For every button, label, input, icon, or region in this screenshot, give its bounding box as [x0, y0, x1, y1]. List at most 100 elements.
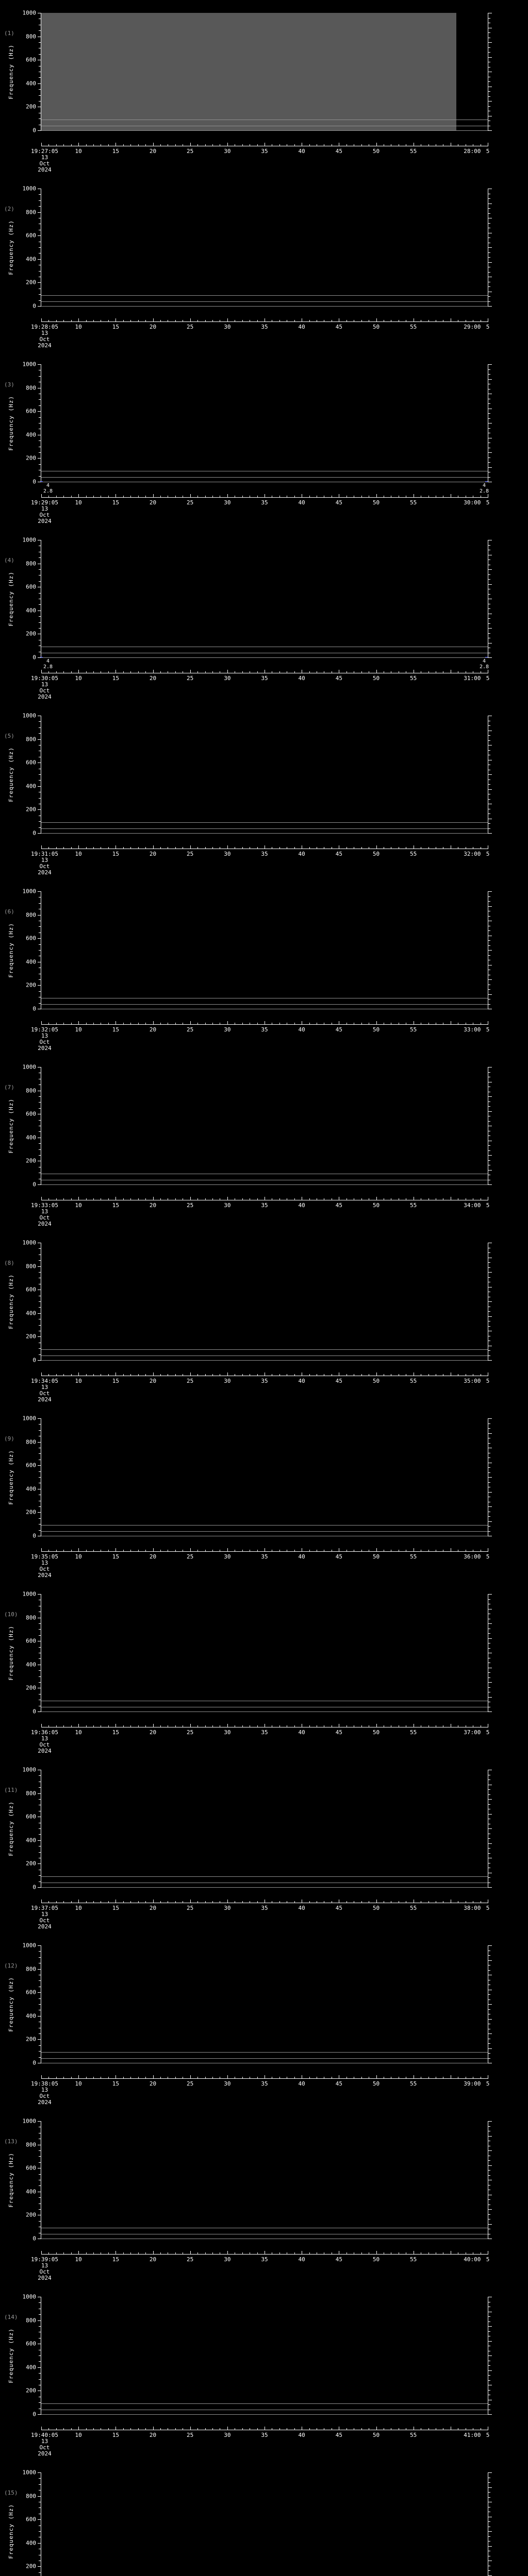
x-axis-minor-tick	[257, 671, 258, 673]
y-axis-tick	[38, 833, 41, 834]
y-tick-label: 800	[26, 1965, 36, 1973]
x-axis-minor-tick	[294, 1374, 295, 1376]
x-tick-label: 40	[298, 1202, 305, 1209]
x-axis-date-day: 13	[41, 1911, 48, 1918]
x-axis-minor-tick	[130, 1023, 131, 1025]
colorbar-axis-tick	[488, 1843, 492, 1844]
x-axis-minor-tick	[175, 496, 176, 498]
x-axis-major-tick	[153, 1724, 154, 1727]
x-axis-minor-tick	[212, 847, 213, 849]
x-axis-minor-tick	[93, 1198, 94, 1200]
x-axis-minor-tick	[71, 1901, 72, 1903]
x-tick-label: 40	[298, 1553, 305, 1560]
x-axis-minor-tick	[130, 2077, 131, 2079]
colorbar-axis-tick	[488, 594, 490, 595]
x-axis-major-tick	[227, 1548, 228, 1552]
colorbar-axis-tick	[488, 91, 490, 92]
x-tick-label: 15	[112, 499, 119, 506]
x-axis-end-label: 5	[486, 148, 490, 155]
x-axis-minor-tick	[123, 1725, 124, 1727]
x-axis-minor-tick	[197, 2428, 199, 2430]
x-axis-minor-tick	[123, 320, 124, 322]
y-axis-tick	[38, 2039, 41, 2040]
x-axis-major-tick	[78, 494, 79, 498]
colorbar-axis-tick	[488, 252, 490, 253]
x-axis-major-tick	[190, 2251, 191, 2255]
y-axis-tick	[38, 1969, 41, 1970]
x-axis-date-month: Oct	[39, 160, 50, 167]
x-axis-minor-tick	[145, 496, 146, 498]
colorbar-axis-tick	[488, 774, 492, 775]
frequency-guide-line	[41, 130, 488, 131]
colorbar-note: 4 2.8	[480, 483, 489, 494]
y-axis-tick	[38, 1360, 41, 1361]
x-axis-minor-tick	[123, 2077, 124, 2079]
colorbar-axis-tick	[488, 735, 490, 736]
x-axis-major-tick	[190, 1900, 191, 1903]
plot-area	[41, 364, 488, 482]
x-axis-start-label: 19:28:05 13 Oct 2024	[31, 324, 58, 349]
spectrogram-image	[41, 13, 457, 130]
x-axis-minor-tick	[56, 496, 57, 498]
x-axis-minor-tick	[138, 671, 139, 673]
x-axis-minor-tick	[160, 1374, 161, 1376]
x-axis-end-label: 5	[486, 1026, 490, 1033]
colorbar-axis-tick	[488, 1472, 490, 1473]
x-axis-major-tick	[227, 1021, 228, 1025]
x-axis-minor-tick	[130, 847, 131, 849]
x-axis-minor-tick	[138, 847, 139, 849]
x-axis-minor-tick	[56, 320, 57, 322]
x-axis-date-year: 2024	[38, 693, 52, 700]
x-axis-major-tick	[190, 2427, 191, 2430]
colorbar-axis-tick	[488, 1531, 490, 1532]
colorbar-axis-tick	[488, 1004, 490, 1005]
x-axis-minor-tick	[48, 2252, 50, 2255]
y-axis-tick	[38, 1336, 41, 1337]
x-tick-label: 35	[261, 1026, 268, 1033]
colorbar-axis-tick	[488, 452, 492, 453]
x-tick-label: 35	[261, 1553, 268, 1560]
x-axis-minor-tick	[93, 144, 94, 146]
x-axis-minor-tick	[93, 847, 94, 849]
colorbar-axis-tick	[488, 2048, 492, 2049]
colorbar-axis-cap-top	[488, 364, 492, 365]
x-tick-label: 30	[224, 324, 231, 330]
x-axis-minor-tick	[108, 496, 109, 498]
colorbar-axis-tick	[488, 296, 490, 297]
x-axis-major-tick	[227, 2427, 228, 2430]
plot-area	[41, 13, 488, 131]
x-axis-minor-tick	[242, 1725, 243, 1727]
x-axis-minor-tick	[86, 1023, 87, 1025]
colorbar-axis-cap-top	[488, 2472, 492, 2473]
x-axis-minor-tick	[175, 144, 176, 146]
y-axis-minor-tick	[39, 622, 41, 623]
y-axis-minor-tick	[39, 616, 41, 617]
x-axis-start-label: 19:35:05 13 Oct 2024	[31, 1554, 58, 1579]
x-axis-minor-tick	[346, 847, 347, 849]
colorbar-value-marker	[40, 481, 43, 482]
x-axis-minor-tick	[108, 847, 109, 849]
x-tick-label: 15	[112, 1202, 119, 1209]
x-tick-label: 15	[112, 675, 119, 682]
x-axis-minor-tick	[428, 1374, 429, 1376]
x-axis-minor-tick	[56, 2252, 57, 2255]
x-axis-minor-tick	[48, 144, 50, 146]
plot-area	[41, 540, 488, 658]
colorbar-axis-cap-bottom	[488, 1711, 492, 1712]
colorbar-axis-tick	[488, 1994, 490, 1995]
y-axis-tick	[38, 83, 41, 84]
x-axis-minor-tick	[346, 1374, 347, 1376]
colorbar-axis-tick	[488, 2126, 490, 2127]
x-axis-minor-tick	[160, 320, 161, 322]
y-tick-label: 800	[26, 33, 36, 40]
y-tick-label: 600	[26, 2516, 36, 2523]
x-axis-major-tick	[41, 2427, 42, 2430]
x-axis-start-label: 19:30:05 13 Oct 2024	[31, 675, 58, 700]
y-tick-label: 0	[32, 1181, 36, 1188]
x-axis-end-label: 5	[486, 1729, 490, 1736]
y-tick-label: 1000	[22, 536, 37, 544]
y-axis-minor-tick	[39, 569, 41, 570]
y-axis-minor-tick	[39, 42, 41, 43]
x-tick-label: 30	[224, 1905, 231, 1911]
colorbar-axis-tick	[488, 1252, 490, 1253]
